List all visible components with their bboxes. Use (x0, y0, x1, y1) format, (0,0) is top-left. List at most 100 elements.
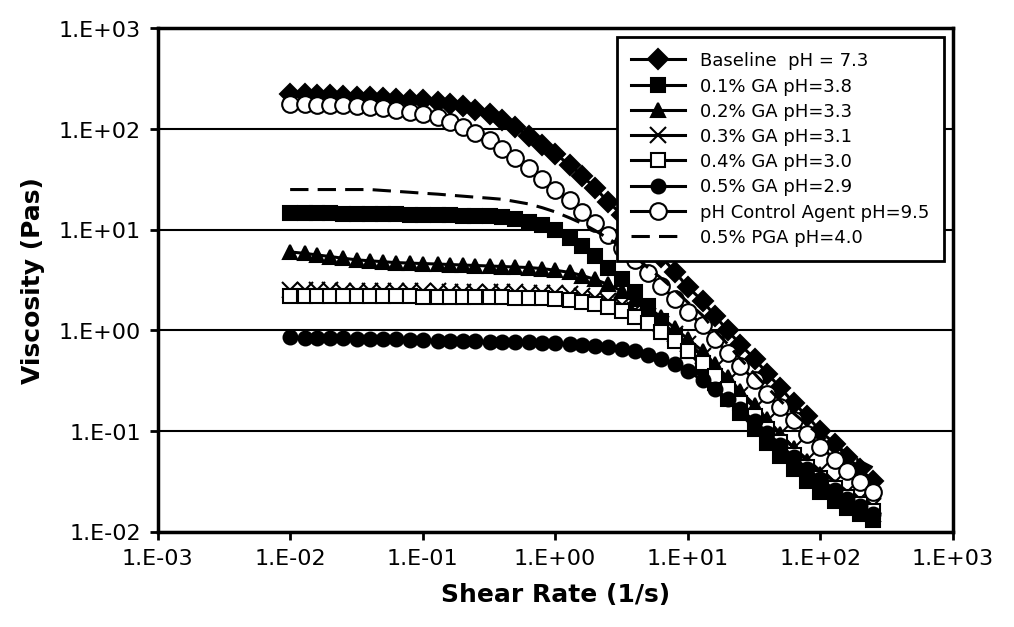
0.2% GA pH=3.3 (721, 374, 733, 381)
pH Control Agent pH=9.5 (629, 256, 641, 264)
Baseline  pH = 7.3 (748, 356, 760, 363)
0.2% GA pH=3.3 (564, 269, 576, 277)
0.4% GA pH=3.0 (443, 293, 455, 301)
0.5% PGA pH=4.0 (774, 397, 786, 404)
0.1% GA pH=3.8 (668, 332, 680, 340)
0.1% GA pH=3.8 (787, 465, 799, 473)
pH Control Agent pH=9.5 (311, 102, 323, 109)
Baseline  pH = 7.3 (456, 103, 468, 110)
0.1% GA pH=3.8 (443, 212, 455, 219)
0.5% PGA pH=4.0 (801, 421, 813, 429)
Baseline  pH = 7.3 (337, 93, 349, 100)
0.2% GA pH=3.3 (431, 261, 443, 268)
0.5% GA pH=2.9 (748, 418, 760, 425)
0.2% GA pH=3.3 (456, 261, 468, 269)
0.5% PGA pH=4.0 (854, 458, 866, 465)
Baseline  pH = 7.3 (404, 96, 416, 103)
pH Control Agent pH=9.5 (681, 308, 694, 316)
0.4% GA pH=3.0 (456, 293, 468, 301)
0.1% GA pH=3.8 (536, 222, 549, 229)
0.3% GA pH=3.1 (854, 495, 866, 503)
Baseline  pH = 7.3 (708, 312, 720, 320)
0.5% PGA pH=4.0 (443, 192, 455, 199)
0.3% GA pH=3.1 (641, 313, 653, 320)
0.2% GA pH=3.3 (601, 281, 613, 288)
pH Control Agent pH=9.5 (813, 443, 825, 450)
pH Control Agent pH=9.5 (509, 155, 521, 162)
0.5% PGA pH=4.0 (496, 196, 508, 203)
0.5% GA pH=2.9 (854, 502, 866, 510)
0.3% GA pH=3.1 (456, 288, 468, 296)
Line: 0.5% PGA pH=4.0: 0.5% PGA pH=4.0 (290, 190, 872, 468)
0.3% GA pH=3.1 (615, 301, 628, 308)
0.1% GA pH=3.8 (734, 409, 746, 417)
0.1% GA pH=3.8 (721, 395, 733, 403)
0.1% GA pH=3.8 (697, 364, 709, 371)
0.5% GA pH=2.9 (629, 347, 641, 355)
0.3% GA pH=3.1 (284, 287, 296, 294)
0.3% GA pH=3.1 (311, 287, 323, 294)
0.3% GA pH=3.1 (484, 288, 496, 296)
0.5% GA pH=2.9 (787, 453, 799, 461)
0.5% PGA pH=4.0 (311, 186, 323, 194)
0.2% GA pH=3.3 (536, 265, 549, 273)
0.5% GA pH=2.9 (323, 335, 336, 342)
0.4% GA pH=3.0 (496, 294, 508, 302)
0.4% GA pH=3.0 (708, 372, 720, 380)
0.4% GA pH=3.0 (629, 313, 641, 320)
Line: 0.1% GA pH=3.8: 0.1% GA pH=3.8 (283, 207, 879, 527)
0.5% GA pH=2.9 (509, 339, 521, 346)
0.5% PGA pH=4.0 (376, 187, 388, 194)
0.1% GA pH=3.8 (456, 212, 468, 219)
0.4% GA pH=3.0 (760, 425, 773, 433)
0.5% GA pH=2.9 (364, 335, 376, 343)
Baseline  pH = 7.3 (364, 94, 376, 102)
Baseline  pH = 7.3 (351, 93, 363, 101)
pH Control Agent pH=9.5 (697, 322, 709, 329)
0.4% GA pH=3.0 (299, 292, 311, 300)
0.2% GA pH=3.3 (655, 314, 667, 321)
0.1% GA pH=3.8 (351, 210, 363, 218)
0.5% PGA pH=4.0 (431, 191, 443, 198)
0.1% GA pH=3.8 (841, 505, 853, 512)
0.5% PGA pH=4.0 (364, 186, 376, 194)
0.3% GA pH=3.1 (866, 502, 878, 510)
0.3% GA pH=3.1 (681, 340, 694, 348)
0.1% GA pH=3.8 (417, 211, 429, 219)
0.4% GA pH=3.0 (522, 294, 534, 302)
0.1% GA pH=3.8 (708, 379, 720, 387)
0.5% PGA pH=4.0 (299, 186, 311, 194)
0.2% GA pH=3.3 (828, 483, 841, 490)
0.5% GA pH=2.9 (417, 337, 429, 344)
0.5% GA pH=2.9 (389, 336, 402, 344)
Baseline  pH = 7.3 (549, 151, 561, 159)
0.5% PGA pH=4.0 (641, 264, 653, 271)
0.3% GA pH=3.1 (509, 289, 521, 297)
pH Control Agent pH=9.5 (588, 220, 600, 228)
Baseline  pH = 7.3 (841, 453, 853, 461)
pH Control Agent pH=9.5 (774, 404, 786, 411)
0.4% GA pH=3.0 (337, 293, 349, 300)
0.1% GA pH=3.8 (311, 210, 323, 218)
0.3% GA pH=3.1 (668, 330, 680, 338)
0.2% GA pH=3.3 (522, 264, 534, 271)
Baseline  pH = 7.3 (854, 465, 866, 473)
0.5% PGA pH=4.0 (549, 209, 561, 216)
0.5% GA pH=2.9 (841, 495, 853, 503)
Baseline  pH = 7.3 (760, 370, 773, 377)
0.2% GA pH=3.3 (681, 335, 694, 343)
Line: pH Control Agent pH=9.5: pH Control Agent pH=9.5 (282, 97, 881, 500)
Line: 0.2% GA pH=3.3: 0.2% GA pH=3.3 (283, 245, 879, 521)
Baseline  pH = 7.3 (615, 211, 628, 219)
0.4% GA pH=3.0 (284, 292, 296, 300)
0.5% GA pH=2.9 (351, 335, 363, 343)
0.5% PGA pH=4.0 (681, 298, 694, 306)
0.5% GA pH=2.9 (866, 510, 878, 518)
0.1% GA pH=3.8 (564, 234, 576, 242)
0.4% GA pH=3.0 (376, 293, 388, 300)
0.4% GA pH=3.0 (404, 293, 416, 300)
0.5% GA pH=2.9 (721, 395, 733, 403)
Baseline  pH = 7.3 (431, 98, 443, 106)
pH Control Agent pH=9.5 (801, 430, 813, 438)
0.5% PGA pH=4.0 (564, 214, 576, 222)
